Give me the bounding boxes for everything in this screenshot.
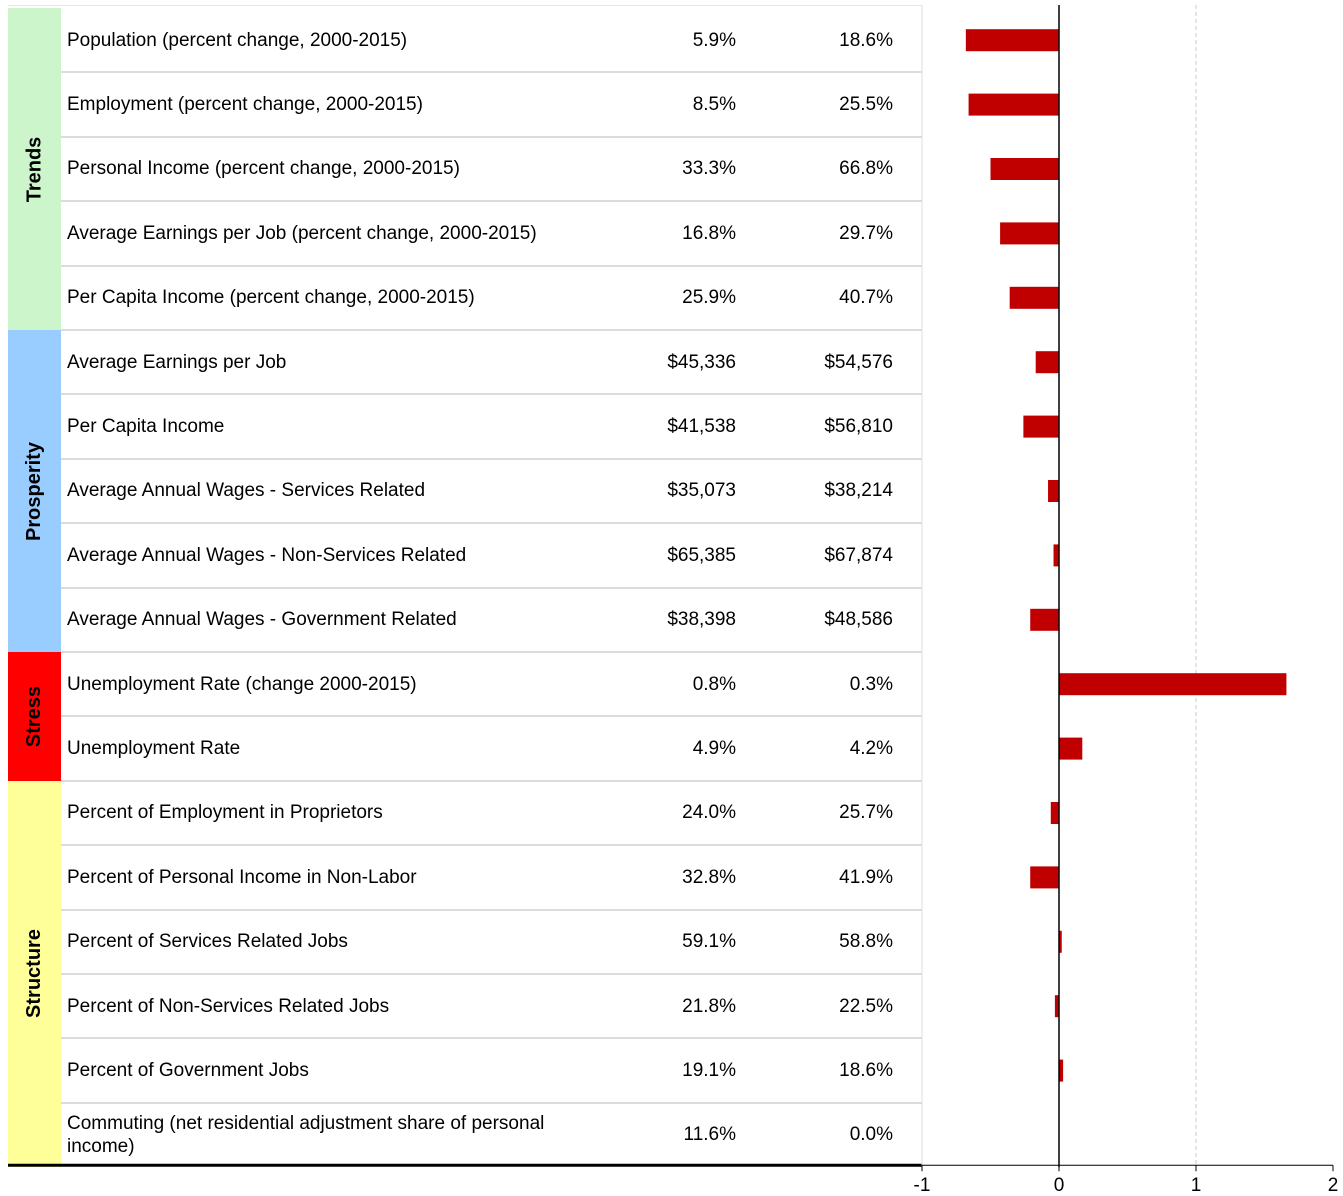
value-2: 58.8% [839, 931, 893, 953]
row-label: Commuting (net residential adjustment sh… [67, 1112, 545, 1157]
value-1: 25.9% [682, 287, 736, 309]
row-separator [61, 264, 922, 267]
value-1: 16.8% [682, 222, 736, 244]
row-separator [61, 1037, 922, 1040]
bar [1059, 737, 1083, 760]
row-separator [61, 71, 922, 74]
x-tick-label: -1 [914, 1175, 931, 1196]
value-2: 0.0% [849, 1124, 893, 1146]
value-2: 18.6% [839, 1060, 893, 1082]
value-2: 22.5% [839, 995, 893, 1017]
value-2: 18.6% [839, 29, 893, 51]
row-label: Unemployment Rate [67, 738, 241, 760]
x-tick-label: 0 [1054, 1175, 1065, 1196]
value-1: $38,398 [667, 609, 736, 631]
row-separator [61, 457, 922, 460]
value-2: 41.9% [839, 866, 893, 888]
row-label: Percent of Employment in Proprietors [67, 802, 383, 824]
row-separator [61, 844, 922, 847]
value-2: $54,576 [824, 351, 893, 373]
value-1: 5.9% [692, 29, 736, 51]
value-1: 8.5% [692, 94, 736, 116]
bar [968, 93, 1059, 116]
value-2: 25.7% [839, 802, 893, 824]
row-label: Average Annual Wages - Government Relate… [67, 609, 457, 631]
group-band: Trends [8, 8, 61, 330]
value-2: 0.3% [849, 673, 893, 695]
bar [1050, 802, 1059, 824]
bar [1059, 1059, 1064, 1082]
bar [990, 158, 1059, 180]
value-1: 33.3% [682, 158, 736, 180]
row-label: Percent of Government Jobs [67, 1060, 309, 1082]
row-separator [61, 135, 922, 138]
row-label: Average Earnings per Job (percent change… [67, 222, 537, 244]
group-band: Structure [8, 780, 61, 1168]
row-separator [61, 586, 922, 589]
value-2: $56,810 [824, 416, 893, 438]
bar [1048, 480, 1059, 502]
row-label: Personal Income (percent change, 2000-20… [67, 158, 460, 180]
value-1: 19.1% [682, 1060, 736, 1082]
row-separator [61, 393, 922, 396]
row-label: Average Annual Wages - Non-Services Rela… [67, 544, 467, 566]
row-label: Population (percent change, 2000-2015) [67, 29, 408, 51]
row-label: Unemployment Rate (change 2000-2015) [67, 673, 417, 695]
row-separator [61, 200, 922, 203]
bar [1000, 222, 1059, 245]
value-2: $48,586 [824, 609, 893, 631]
x-tick-label: 2 [1328, 1175, 1339, 1196]
bar [1030, 866, 1059, 889]
bar [1059, 930, 1062, 953]
value-1: $65,385 [667, 544, 736, 566]
value-1: $45,336 [667, 351, 736, 373]
bar [1030, 608, 1059, 631]
bar [1009, 286, 1059, 309]
row-label: Per Capita Income (percent change, 2000-… [67, 287, 475, 309]
value-1: 4.9% [692, 738, 736, 760]
row-separator [61, 1101, 922, 1104]
value-1: 24.0% [682, 802, 736, 824]
bar [1053, 544, 1059, 567]
value-1: 32.8% [682, 866, 736, 888]
value-2: 25.5% [839, 94, 893, 116]
row-label: Average Earnings per Job [67, 351, 287, 373]
bar [1059, 673, 1287, 696]
bar [1054, 995, 1059, 1018]
row-separator [61, 908, 922, 911]
row-separator [61, 522, 922, 525]
value-2: 29.7% [839, 222, 893, 244]
row-label: Per Capita Income [67, 416, 225, 438]
value-1: 11.6% [683, 1124, 736, 1146]
value-2: $67,874 [824, 544, 893, 566]
row-separator [61, 651, 922, 653]
bar [1035, 351, 1059, 374]
group-band: Prosperity [8, 330, 61, 652]
value-1: $41,538 [667, 416, 736, 438]
x-tick-label: 1 [1191, 1175, 1202, 1196]
value-2: 40.7% [839, 287, 893, 309]
value-2: 66.8% [839, 158, 893, 180]
row-separator [61, 779, 922, 782]
bar [965, 29, 1059, 52]
value-1: $35,073 [667, 480, 736, 502]
value-1: 0.8% [692, 673, 736, 695]
value-2: 4.2% [849, 738, 893, 760]
row-label: Average Annual Wages - Services Related [67, 480, 426, 502]
value-1: 21.8% [682, 995, 736, 1017]
table-border [8, 5, 922, 6]
row-label: Employment (percent change, 2000-2015) [67, 94, 423, 116]
value-1: 59.1% [682, 931, 736, 953]
row-separator [61, 715, 922, 718]
bar [1023, 415, 1059, 438]
row-label: Percent of Services Related Jobs [67, 931, 348, 953]
row-separator [61, 973, 922, 975]
row-label: Percent of Personal Income in Non-Labor [67, 866, 417, 888]
group-band: Stress [8, 652, 61, 781]
row-separator [61, 329, 922, 331]
value-2: $38,214 [824, 480, 893, 502]
row-label: Percent of Non-Services Related Jobs [67, 995, 390, 1017]
